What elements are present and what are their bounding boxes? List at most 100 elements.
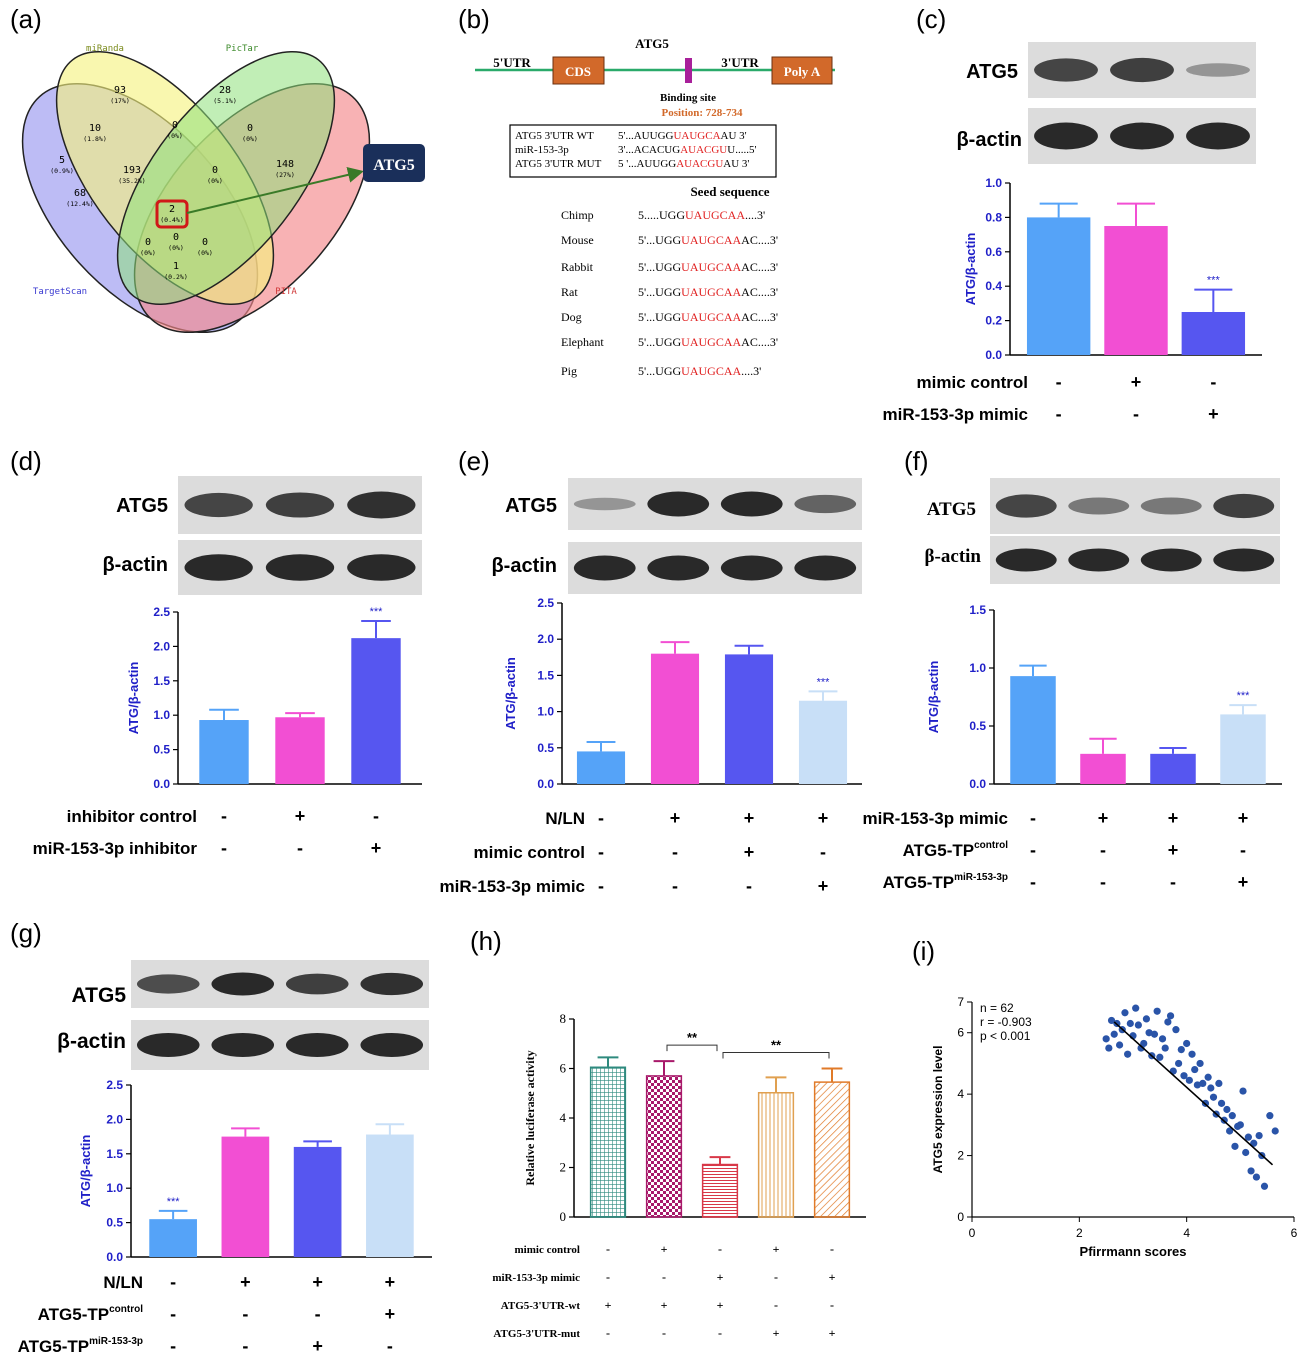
venn-label-pita: PITA [275,287,297,297]
alignment-name: miR-153-3p [515,144,569,156]
venn-region-percent: (0%) [167,132,183,140]
condition-sign: - [662,1326,666,1340]
venn-region-percent: (17%) [110,97,130,105]
y-tick-label: 0.5 [153,743,170,757]
condition-sign: + [385,1272,396,1292]
venn-region-count: 28 [219,85,231,96]
blot-label: β-actin [925,546,982,567]
atg5-callout-label: ATG5 [373,157,414,174]
y-tick-label: 0 [957,1210,964,1224]
venn-region-percent: (0%) [242,135,258,143]
polya-box [771,56,833,85]
species-name: Dog [561,310,582,324]
blot-band [720,491,783,517]
venn-region-percent: (0%) [168,244,184,252]
scatter-point [1196,1059,1204,1068]
condition-sign: + [312,1272,323,1292]
condition-sign: - [1056,404,1062,424]
y-tick-label: 0.2 [985,314,1002,328]
venn-region-percent: (0%) [140,249,156,257]
blot-label: β-actin [956,129,1022,151]
blot-band [1034,122,1098,150]
species-sequence: 5'...UGGUAUGCAAAC....3' [638,233,778,247]
scatter-point [1183,1039,1191,1048]
scatter-point [1191,1065,1199,1074]
scatter-point [1250,1139,1258,1147]
significance-bracket [666,1044,718,1052]
scatter-point [1164,1018,1172,1026]
seed-sequence-title: Seed sequence [690,184,769,199]
venn-region-count: 0 [247,123,253,134]
species-name: Pig [561,364,577,378]
significance-label: *** [1237,690,1251,702]
y-tick-label: 2.5 [106,1078,123,1092]
scatter-point [1153,1007,1161,1015]
polya-label: Poly A [784,64,821,79]
y-tick-label: 8 [560,1011,567,1026]
blot-band [573,555,636,581]
condition-sign: + [1098,808,1109,828]
blot-band [184,554,253,581]
y-tick-label: 0.5 [106,1216,123,1230]
blot-band [211,972,275,996]
venn-region-percent: (12.4%) [66,200,93,208]
y-tick-label: 2.0 [106,1112,123,1126]
bar [650,653,700,784]
y-tick-label: 2.5 [153,605,170,619]
condition-sign: - [1210,372,1216,392]
condition-sign: - [606,1326,610,1340]
blot-label: ATG5 [927,499,976,520]
blot-band [285,1033,349,1057]
species-name: Mouse [561,233,594,247]
venn-region-count: 0 [212,165,218,176]
y-tick-label: 1.0 [985,176,1002,190]
scatter-point [1228,1112,1236,1120]
condition-sign: - [170,1304,176,1324]
blot-band [647,555,710,581]
panel-label-c: (c) [916,4,946,34]
y-tick-label: 1.0 [537,705,554,719]
scatter-point [1209,1093,1218,1101]
y-tick-label: 1.5 [537,668,554,682]
bar [701,1163,739,1218]
condition-label: ATG5-TPmiR-153-3p [18,1336,143,1356]
blot-band [211,1033,275,1057]
venn-set-pictar [116,51,336,305]
y-tick-label: 1.0 [106,1181,123,1195]
condition-label: mimic control [917,373,1028,392]
blot-band [720,555,783,581]
blot-band [285,973,349,995]
venn-region-count: 0 [172,120,178,131]
alignment-box [509,124,777,178]
venn-region-percent: (0.2%) [164,273,187,281]
scatter-point [1180,1072,1188,1080]
condition-sign: - [830,1242,834,1256]
bar [757,1092,795,1218]
condition-sign: - [1100,872,1106,892]
condition-sign: - [598,876,604,896]
condition-sign: + [818,876,829,896]
utr5-label: 5'UTR [493,55,531,70]
bar [351,638,401,784]
significance-bracket [722,1052,830,1059]
blot-band [1110,122,1174,150]
condition-sign: - [598,808,604,828]
condition-sign: + [661,1298,668,1312]
blot-band [995,494,1057,518]
panel-label-d: (d) [10,446,42,476]
bar [199,720,249,784]
blot-band [136,1033,200,1057]
venn-region-count: 0 [173,232,179,243]
binding-site-mark [685,58,692,83]
scatter-point [1156,1053,1164,1061]
condition-sign: + [1131,372,1142,392]
panel-label-i: (i) [912,936,935,966]
condition-sign: + [371,838,382,858]
condition-sign: - [1030,872,1036,892]
y-tick-label: 2 [957,1149,964,1163]
venn-label-miranda: miRanda [86,44,124,54]
condition-sign: - [170,1272,176,1292]
scatter-point [1255,1132,1263,1140]
condition-sign: + [385,1304,396,1324]
